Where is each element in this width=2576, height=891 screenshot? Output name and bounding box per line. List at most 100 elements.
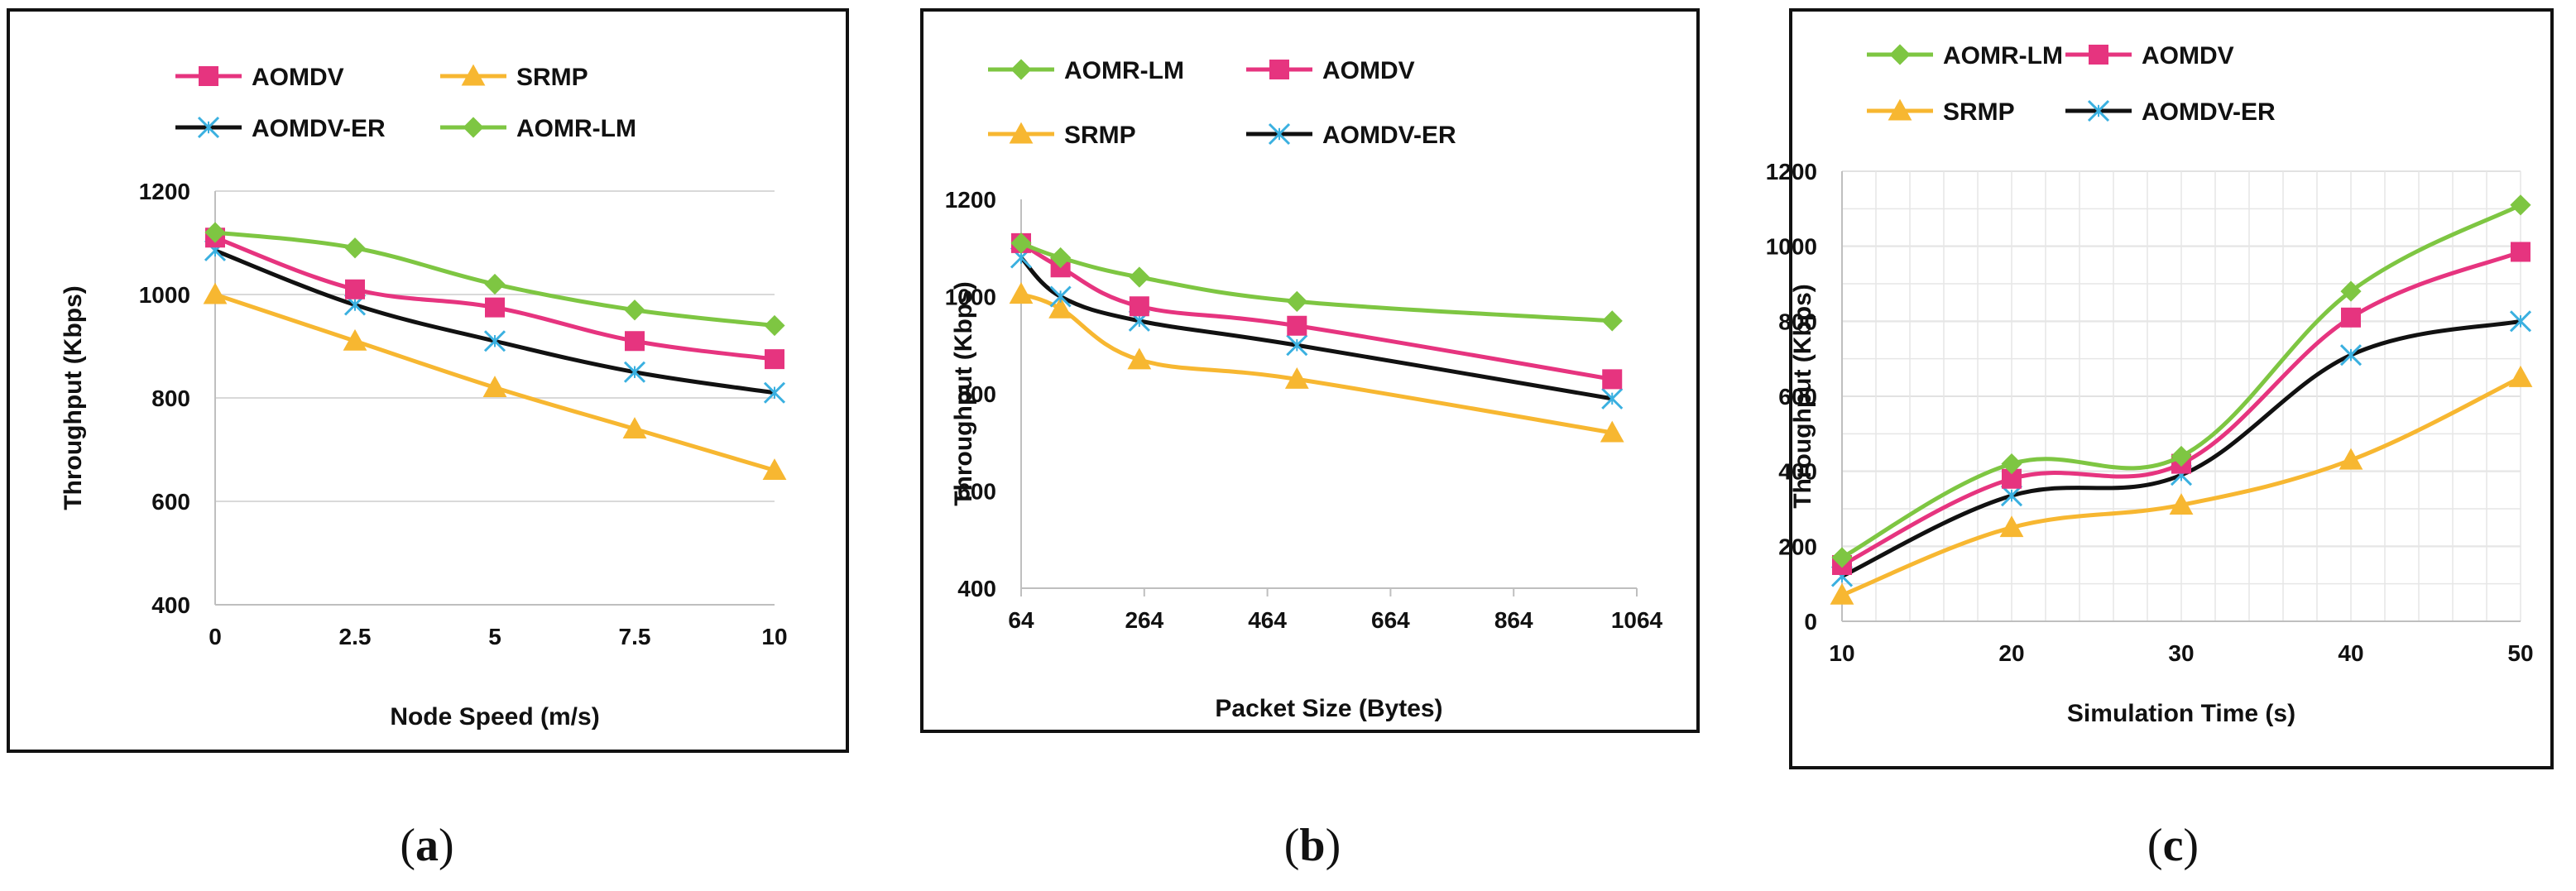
chart-b-point-aomdv-er bbox=[1286, 334, 1308, 357]
chart-b-point-aomr-lm bbox=[1129, 266, 1150, 288]
chart-b-point-aomr-lm bbox=[1601, 310, 1623, 332]
chart-b-point-srmp bbox=[1048, 296, 1073, 319]
chart-a-y-axis-label: Throughput (Kbps) bbox=[60, 285, 87, 510]
chart-c-ytick-label: 1200 bbox=[1766, 159, 1817, 184]
chart-a-legend-marker-aomdv bbox=[199, 66, 218, 86]
chart-c-legend-marker-aomdv bbox=[2089, 45, 2108, 65]
chart-b-y-axis-label: Throughput (Kbps) bbox=[950, 281, 977, 506]
chart-c-legend-label-aomdv-er: AOMDV-ER bbox=[2142, 98, 2276, 126]
chart-a-point-aomdv bbox=[485, 297, 505, 318]
chart-a-legend-label-aomdv-er: AOMDV-ER bbox=[252, 115, 386, 142]
chart-a-point-aomr-lm bbox=[204, 222, 226, 243]
chart-b-ytick-label: 400 bbox=[957, 576, 996, 601]
chart-b-point-aomdv bbox=[1129, 296, 1149, 317]
chart-b-point-srmp bbox=[1284, 366, 1309, 389]
chart-b-point-aomdv bbox=[1602, 369, 1623, 390]
chart-b-xtick-label: 864 bbox=[1494, 607, 1533, 633]
chart-a-point-srmp bbox=[622, 417, 647, 439]
chart-c-point-aomdv-er bbox=[2509, 310, 2532, 333]
chart-c-point-srmp bbox=[2508, 365, 2533, 387]
chart-b-x-axis-label: Packet Size (Bytes) bbox=[1215, 695, 1442, 722]
chart-a-point-srmp bbox=[203, 282, 228, 304]
chart-b-legend-label-aomr-lm: AOMR-LM bbox=[1064, 57, 1184, 84]
chart-a-xtick-label: 10 bbox=[761, 624, 787, 649]
chart-b-svg: 400 600 800 1000 1200 64 264 464 664 864 1064 Packe… bbox=[945, 57, 1663, 722]
chart-c-ytick-label: 200 bbox=[1778, 534, 1817, 559]
chart-b-legend-label-aomdv-er: AOMDV-ER bbox=[1322, 122, 1456, 149]
chart-a-legend-label-srmp: SRMP bbox=[516, 64, 588, 91]
chart-c-legend-label-aomr-lm: AOMR-LM bbox=[1943, 42, 2063, 69]
chart-a-ytick-label: 600 bbox=[151, 489, 190, 515]
chart-a-point-aomr-lm bbox=[344, 237, 366, 259]
chart-a-legend-marker-aomr-lm bbox=[463, 117, 484, 138]
caption-c: (c) bbox=[2147, 820, 2199, 871]
chart-b-ytick-label: 600 bbox=[957, 479, 996, 505]
chart-c-point-aomr-lm bbox=[2171, 445, 2192, 467]
chart-a-svg: 400 600 800 1000 1200 0 2.5 5 7.5 10 Node Speed (m… bbox=[60, 64, 788, 731]
chart-c-point-aomr-lm bbox=[2001, 453, 2022, 475]
chart-c-ytick-label: 1000 bbox=[1766, 234, 1817, 260]
chart-b-point-srmp bbox=[1009, 282, 1034, 304]
chart-c-x-axis-label: Simulation Time (s) bbox=[2067, 700, 2295, 727]
chart-c-legend-marker-srmp bbox=[1888, 98, 1912, 121]
chart-b-xtick-label: 1064 bbox=[1611, 607, 1663, 633]
chart-c-point-srmp bbox=[2339, 448, 2363, 470]
chart-a-point-srmp bbox=[762, 458, 787, 481]
chart-c-point-aomr-lm bbox=[2510, 194, 2531, 216]
chart-b-ytick-label: 1000 bbox=[945, 285, 996, 310]
chart-c-point-aomr-lm bbox=[2340, 280, 2362, 302]
chart-a-ytick-label: 1200 bbox=[139, 179, 190, 204]
chart-c-point-aomr-lm bbox=[1831, 547, 1853, 568]
chart-b-point-aomdv-er bbox=[1601, 387, 1624, 410]
chart-a-point-aomdv-er bbox=[763, 381, 786, 404]
chart-b-xtick-label: 664 bbox=[1371, 607, 1410, 633]
chart-a-point-aomdv bbox=[345, 279, 365, 299]
chart-c-legend-label-aomdv: AOMDV bbox=[2142, 42, 2234, 69]
chart-b-xtick-label: 64 bbox=[1008, 607, 1034, 633]
chart-a-ytick-label: 400 bbox=[151, 592, 190, 618]
chart-b-ytick-label: 1200 bbox=[945, 187, 996, 213]
chart-c-point-aomdv bbox=[2341, 307, 2361, 328]
chart-a-point-aomr-lm bbox=[484, 273, 506, 295]
chart-a-point-aomr-lm bbox=[624, 299, 645, 321]
chart-a-point-srmp bbox=[482, 376, 507, 398]
chart-c-xtick-label: 20 bbox=[1998, 640, 2024, 666]
chart-a-point-aomdv-er bbox=[483, 330, 506, 352]
chart-c-point-aomdv-er bbox=[2000, 485, 2023, 507]
chart-a-point-srmp bbox=[343, 328, 367, 351]
chart-c-xtick-label: 10 bbox=[1829, 640, 1854, 666]
chart-panel-c: 0 200 400 600 800 1000 1200 10 20 30 40 50 Simulatio… bbox=[1766, 8, 2554, 769]
chart-b-legend-marker-srmp bbox=[1009, 122, 1034, 144]
chart-c-ytick-label: 0 bbox=[1804, 609, 1817, 635]
chart-b-xtick-label: 264 bbox=[1125, 607, 1163, 633]
chart-b-point-srmp bbox=[1600, 420, 1624, 443]
chart-b-legend-marker-aomdv-er bbox=[1268, 122, 1291, 146]
chart-c-point-srmp bbox=[2169, 493, 2194, 515]
chart-b-point-aomr-lm bbox=[1050, 247, 1072, 269]
chart-b-xtick-label: 464 bbox=[1248, 607, 1287, 633]
chart-a-legend-marker-srmp bbox=[461, 64, 486, 86]
chart-a-xtick-label: 5 bbox=[488, 624, 501, 649]
chart-c-legend-marker-aomdv-er bbox=[2087, 99, 2110, 122]
chart-b-point-srmp bbox=[1127, 347, 1152, 370]
chart-b-legend-label-aomdv: AOMDV bbox=[1322, 57, 1415, 84]
chart-b-point-aomdv-er bbox=[1049, 285, 1072, 308]
chart-a-xtick-label: 7.5 bbox=[619, 624, 651, 649]
chart-c-point-srmp bbox=[1999, 515, 2024, 538]
chart-b-ytick-label: 800 bbox=[957, 381, 996, 407]
chart-a-legend-label-aomdv: AOMDV bbox=[252, 64, 344, 91]
chart-c-legend-label-srmp: SRMP bbox=[1943, 98, 2015, 126]
chart-c-ytick-label: 400 bbox=[1778, 459, 1817, 485]
chart-a-point-aomr-lm bbox=[764, 314, 785, 337]
chart-a-x-axis-label: Node Speed (m/s) bbox=[390, 703, 599, 731]
chart-c-svg: 0 200 400 600 800 1000 1200 10 20 30 40 50 Simulatio… bbox=[1766, 42, 2534, 727]
chart-a-ytick-label: 800 bbox=[151, 386, 190, 411]
chart-b-point-aomr-lm bbox=[1286, 290, 1307, 312]
chart-c-point-aomdv bbox=[2511, 242, 2530, 262]
chart-a-ytick-label: 1000 bbox=[139, 282, 190, 308]
chart-a-point-aomdv bbox=[625, 331, 645, 352]
chart-c-ytick-label: 600 bbox=[1778, 384, 1817, 410]
chart-b-legend-marker-aomr-lm bbox=[1010, 59, 1032, 80]
chart-c-y-axis-label: Throughput (Kbps) bbox=[1789, 284, 1816, 509]
caption-b: (b) bbox=[1283, 820, 1341, 871]
